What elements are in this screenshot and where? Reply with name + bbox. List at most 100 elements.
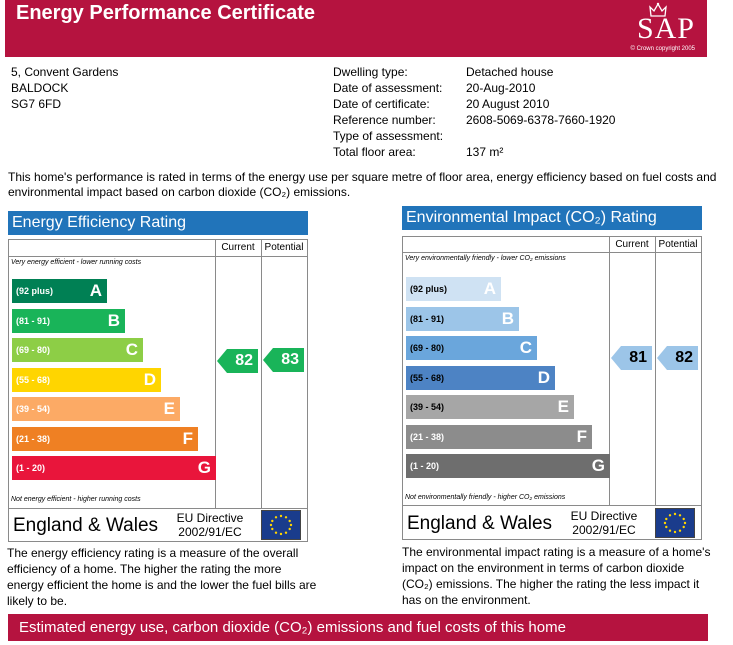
- band-range: (21 - 38): [410, 431, 445, 442]
- current-column-header: Current: [615, 239, 649, 250]
- top-note: Very energy efficient - lower running co…: [11, 259, 142, 266]
- directive-line-2: 2002/91/EC: [572, 523, 636, 537]
- band-letter: E: [163, 399, 175, 418]
- address-line: BALDOCK: [11, 81, 69, 95]
- band-range: (55 - 68): [16, 374, 51, 385]
- band-range: (92 plus): [16, 286, 54, 296]
- band-range: (39 - 54): [410, 402, 445, 412]
- potential-column-header: Potential: [264, 242, 304, 253]
- energy-chart-title: Energy Efficiency Rating: [8, 211, 308, 235]
- band-letter: E: [557, 397, 569, 416]
- detail-row: Reference number: 2608-5069-6378-7660-192…: [333, 112, 615, 128]
- band-range: (69 - 80): [16, 345, 51, 355]
- rating-band-f: (21 - 38) F: [406, 424, 592, 449]
- potential-arrow-shape: [263, 347, 304, 372]
- header-divider: [403, 252, 701, 253]
- band-letter: G: [591, 456, 605, 475]
- environment-chart-frame: Current Potential Very environmentally f…: [402, 236, 702, 540]
- detail-row: Date of certificate: 20 August 2010: [333, 96, 615, 112]
- band-letter: G: [197, 458, 211, 477]
- rating-band-d: (55 - 68) D: [406, 365, 555, 390]
- band-letter: D: [537, 367, 550, 387]
- page-title: Energy Performance Certificate: [16, 2, 316, 24]
- footer-divider: [9, 508, 307, 509]
- top-note: Very environmentally friendly - lower CO…: [405, 255, 566, 262]
- current-column-header: Current: [221, 242, 255, 253]
- potential-rating-arrow: 83: [263, 347, 304, 372]
- detail-row: Total floor area: 137 m²: [333, 144, 615, 160]
- column-divider: [655, 237, 656, 505]
- band-letter: B: [107, 310, 120, 330]
- detail-row: Dwelling type: Detached house: [333, 64, 615, 80]
- band-range: (55 - 68): [410, 372, 445, 383]
- band-range: (81 - 91): [410, 313, 445, 324]
- rating-band-b: (81 - 91) B: [12, 308, 125, 333]
- rating-band-e: (39 - 54) E: [12, 397, 180, 421]
- rating-band-a: (92 plus) A: [12, 279, 107, 303]
- detail-value: 2608-5069-6378-7660-1920: [466, 113, 616, 127]
- band-range: (39 - 54): [16, 404, 51, 414]
- column-divider: [609, 237, 610, 505]
- rating-band-b: (81 - 91) B: [406, 306, 519, 331]
- band-letter: A: [483, 279, 496, 298]
- sap-logo: SAP © Crown copyright 2005: [617, 2, 697, 54]
- country-label: England & Wales: [13, 515, 159, 536]
- potential-rating-value: 82: [675, 348, 693, 366]
- directive-line-1: EU Directive: [570, 509, 638, 523]
- footer-divider: [403, 505, 701, 506]
- sap-logo-text: SAP: [636, 12, 695, 45]
- directive-line-2: 2002/91/EC: [178, 525, 242, 539]
- detail-row: Date of assessment: 20-Aug-2010: [333, 80, 615, 96]
- detail-label: Date of certificate:: [333, 97, 430, 111]
- section-heading-bar: Estimated energy use, carbon dioxide (CO…: [8, 614, 708, 641]
- column-divider: [261, 240, 262, 508]
- intro-text: This home's performance is rated in term…: [8, 170, 717, 199]
- eu-flag-icon: [655, 508, 695, 538]
- directive-line-1: EU Directive: [176, 511, 244, 525]
- detail-label: Total floor area:: [333, 145, 416, 159]
- property-details: Dwelling type: Detached house Date of ass…: [333, 64, 615, 160]
- rating-band-g: (1 - 20) G: [12, 456, 216, 480]
- header-divider: [9, 256, 307, 257]
- column-divider: [215, 240, 216, 508]
- current-rating-value: 81: [629, 348, 647, 366]
- current-rating-arrow: 82: [217, 348, 258, 373]
- band-letter: F: [576, 426, 587, 446]
- address-line: SG7 6FD: [11, 97, 62, 111]
- property-address: 5, Convent Gardens BALDOCK SG7 6FD: [11, 64, 118, 112]
- crown-copyright: © Crown copyright 2005: [630, 46, 695, 52]
- band-range: (92 plus): [410, 284, 448, 294]
- current-arrow-shape: [217, 348, 258, 373]
- certificate-header: Energy Performance Certificate SAP © Cro…: [5, 0, 707, 57]
- band-letter: C: [125, 340, 138, 359]
- potential-arrow-shape: [657, 345, 698, 370]
- band-letter: B: [501, 308, 514, 328]
- rating-band-c: (69 - 80) C: [12, 338, 143, 362]
- current-arrow-shape: [611, 345, 652, 370]
- environment-description: The environmental impact rating is a mea…: [402, 545, 711, 607]
- detail-value: 137 m²: [466, 145, 504, 159]
- potential-rating-arrow: 82: [657, 345, 698, 370]
- detail-value: Detached house: [466, 65, 554, 79]
- eu-directive: EU Directive 2002/91/EC: [176, 511, 244, 539]
- rating-band-d: (55 - 68) D: [12, 367, 161, 392]
- rating-band-a: (92 plus) A: [406, 277, 501, 301]
- band-range: (69 - 80): [410, 343, 445, 353]
- rating-band-f: (21 - 38) F: [12, 426, 198, 451]
- detail-label: Dwelling type:: [333, 65, 408, 79]
- eu-directive: EU Directive 2002/91/EC: [570, 509, 638, 537]
- band-range: (81 - 91): [16, 315, 51, 326]
- current-rating-value: 82: [235, 351, 253, 369]
- rating-band-e: (39 - 54) E: [406, 395, 574, 419]
- detail-label: Type of assessment:: [333, 129, 444, 143]
- energy-chart-frame: Current Potential Very energy efficient …: [8, 239, 308, 542]
- band-range: (1 - 20): [410, 461, 440, 471]
- band-letter: C: [519, 338, 532, 357]
- detail-value: 20 August 2010: [466, 97, 550, 111]
- band-letter: A: [89, 281, 102, 300]
- crown-icon: [649, 2, 667, 17]
- bottom-note: Not energy efficient - higher running co…: [11, 496, 141, 503]
- environment-chart-title: Environmental Impact (CO₂) Rating: [402, 206, 702, 230]
- detail-label: Date of assessment:: [333, 81, 443, 95]
- band-letter: D: [143, 369, 156, 389]
